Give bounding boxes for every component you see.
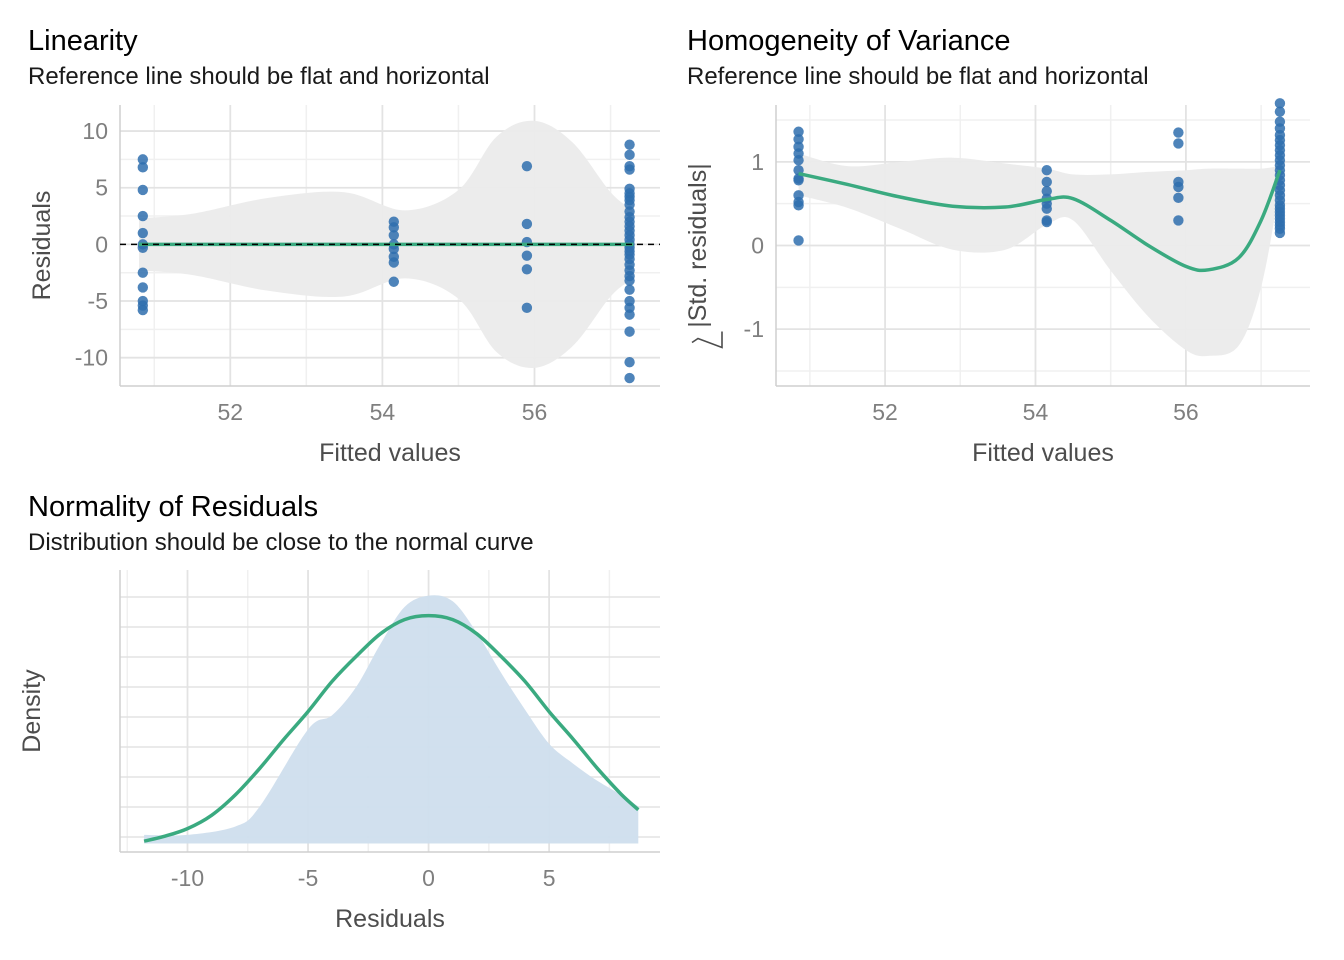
data-point xyxy=(1041,176,1052,188)
data-point xyxy=(1041,203,1052,214)
normal-curve xyxy=(143,613,640,843)
data-point xyxy=(624,309,635,320)
x-tick-label: 5 xyxy=(543,865,556,891)
data-point xyxy=(624,139,635,150)
data-point xyxy=(1274,106,1286,117)
linearity-title: Linearity xyxy=(28,25,138,57)
data-point xyxy=(624,164,635,175)
y-tick-label: 5 xyxy=(95,175,108,201)
y-tick-label: 1 xyxy=(751,149,764,175)
data-point xyxy=(793,154,804,166)
data-point xyxy=(624,149,635,161)
density-area xyxy=(144,595,639,844)
data-point xyxy=(624,372,635,384)
y-axis-label: Density xyxy=(18,669,46,753)
data-point xyxy=(1274,227,1286,239)
homogeneity-title: Homogeneity of Variance xyxy=(687,25,1011,57)
data-point xyxy=(624,357,635,368)
data-point xyxy=(1041,216,1052,228)
y-tick-label: 10 xyxy=(82,118,108,144)
data-point xyxy=(793,134,804,145)
data-point xyxy=(137,162,149,173)
x-tick-label: -10 xyxy=(171,865,204,891)
data-point xyxy=(521,218,533,230)
homogeneity-subtitle: Reference line should be flat and horizo… xyxy=(687,63,1149,90)
data-point xyxy=(137,267,149,278)
data-point xyxy=(1173,181,1184,193)
normality-subtitle: Distribution should be close to the norm… xyxy=(28,529,534,556)
smooth-line xyxy=(798,169,1282,273)
normality-title: Normality of Residuals xyxy=(28,491,319,523)
data-point xyxy=(388,276,400,287)
data-point xyxy=(137,184,149,196)
confidence-band xyxy=(798,153,1280,357)
x-axis-label: Fitted values xyxy=(972,439,1114,467)
data-point xyxy=(388,243,400,255)
data-point xyxy=(1173,138,1184,149)
data-point xyxy=(624,275,635,286)
y-tick-label: -5 xyxy=(88,288,108,314)
data-point xyxy=(793,200,804,211)
data-point xyxy=(624,326,635,337)
data-point xyxy=(388,257,400,268)
data-point xyxy=(137,227,149,239)
data-point xyxy=(137,304,149,316)
y-tick-label: 0 xyxy=(95,231,108,257)
data-point xyxy=(793,235,804,246)
y-axis-label: Residuals xyxy=(28,191,56,301)
data-point xyxy=(137,154,149,165)
y-tick-label: 0 xyxy=(751,233,764,259)
x-tick-label: 52 xyxy=(217,399,243,425)
data-point xyxy=(793,175,804,186)
x-tick-label: 54 xyxy=(1023,399,1049,425)
data-point xyxy=(1041,165,1052,176)
x-axis-label: Residuals xyxy=(335,905,445,933)
data-point xyxy=(521,160,533,172)
data-point xyxy=(388,222,400,233)
x-tick-label: 52 xyxy=(872,399,898,425)
data-point xyxy=(388,230,400,241)
data-point xyxy=(1173,127,1184,138)
data-point xyxy=(793,126,804,137)
data-point xyxy=(521,302,533,314)
linearity-subtitle: Reference line should be flat and horizo… xyxy=(28,63,490,90)
y-axis-label: |Std. residuals| xyxy=(684,163,712,327)
data-point xyxy=(1274,98,1286,109)
x-tick-label: 54 xyxy=(370,399,396,425)
y-tick-label: -1 xyxy=(744,316,764,342)
sqrt-symbol xyxy=(691,331,723,349)
x-tick-label: 0 xyxy=(422,865,435,891)
x-tick-label: 56 xyxy=(522,399,548,425)
data-point xyxy=(137,210,149,222)
data-point xyxy=(137,282,149,293)
data-point xyxy=(1041,185,1052,197)
x-tick-label: -5 xyxy=(298,865,318,891)
y-tick-label: -10 xyxy=(75,345,108,371)
x-tick-label: 56 xyxy=(1173,399,1199,425)
data-point xyxy=(521,250,533,261)
data-point xyxy=(1173,215,1184,226)
data-point xyxy=(624,284,635,295)
data-point xyxy=(521,264,533,275)
x-axis-label: Fitted values xyxy=(319,439,461,467)
data-point xyxy=(1173,192,1184,204)
